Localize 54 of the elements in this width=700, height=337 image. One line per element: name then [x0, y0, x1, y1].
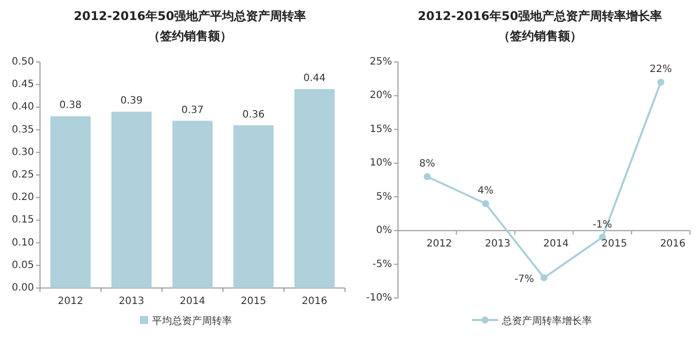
y-tick-label: 0.35	[12, 124, 34, 136]
y-tick-label: 0.30	[12, 146, 34, 158]
chart-subtitle: （签约销售额）	[148, 29, 232, 43]
x-tick-label: 2016	[302, 296, 328, 307]
y-tick-label: 0.05	[12, 260, 34, 271]
y-tick-label: 20%	[370, 90, 392, 102]
y-tick-label: 25%	[370, 56, 392, 68]
data-label: 0.39	[120, 96, 143, 107]
y-tick-label: 0%	[376, 225, 392, 236]
bar	[233, 125, 274, 288]
point	[424, 173, 431, 180]
bar	[172, 120, 213, 288]
y-tick-label: 0.15	[12, 214, 34, 226]
bar	[294, 89, 335, 288]
text: 4%	[478, 186, 494, 197]
x-tick-label: 2014	[180, 296, 206, 307]
point	[657, 78, 664, 86]
chart-subtitle: （签约销售额）	[498, 29, 582, 43]
y-tick-label: 0.45	[12, 79, 34, 90]
legend-label: 平均总资产周转率	[152, 315, 232, 327]
y-tick-label: 0.50	[12, 56, 34, 68]
x-tick-label: 2015	[602, 238, 628, 250]
chart-title: 2012-2016年50强地产平均总资产周转率	[74, 9, 306, 23]
text: -7%	[514, 274, 534, 285]
text: 22%	[650, 64, 672, 76]
text: 8%	[419, 158, 436, 170]
data-label: 0.38	[59, 100, 82, 112]
y-tick-label: 5%	[376, 191, 392, 202]
y-tick-label: 0.25	[12, 170, 34, 180]
x-tick-label: 2014	[543, 238, 569, 250]
x-tick-label: 2016	[660, 238, 686, 250]
data-label: 0.36	[242, 109, 265, 120]
y-tick-label: 0.10	[12, 237, 34, 248]
bar	[50, 116, 91, 288]
y-tick-label: 15%	[370, 124, 392, 135]
data-label: 0.37	[181, 104, 204, 116]
chart-title: 2012-2016年50强地产总资产周转率增长率	[418, 9, 662, 23]
point	[482, 200, 490, 208]
y-tick-label: 0.00	[12, 282, 34, 294]
x-tick-label: 2013	[484, 238, 510, 250]
x-tick-label: 2012	[426, 238, 452, 250]
x-tick-label: 2012	[58, 296, 84, 307]
y-tick-label: -5%	[372, 258, 392, 270]
point	[540, 274, 548, 282]
x-tick-label: 2013	[118, 296, 144, 307]
text: -1%	[592, 219, 612, 230]
bar	[111, 112, 152, 288]
y-tick-label: -10%	[366, 292, 392, 304]
legend-label: 总资产周转率增长率	[501, 315, 592, 327]
y-tick-label: 10%	[370, 158, 392, 169]
y-tick-label: 0.40	[12, 102, 34, 113]
x-tick-label: 2015	[240, 296, 266, 307]
data-label: 0.44	[303, 73, 326, 84]
y-tick-label: 0.20	[12, 192, 34, 204]
